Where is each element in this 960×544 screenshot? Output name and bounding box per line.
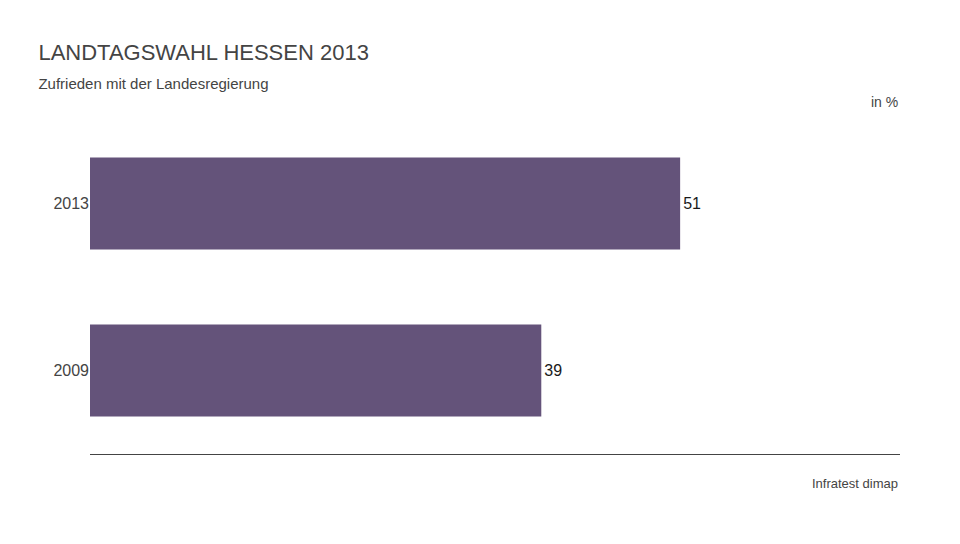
svg-text:Infratest dimap: Infratest dimap <box>812 476 898 491</box>
svg-text:LANDTAGSWAHL HESSEN 2013: LANDTAGSWAHL HESSEN 2013 <box>38 40 369 65</box>
svg-text:51: 51 <box>683 195 701 212</box>
svg-text:Zufrieden mit der Landesregier: Zufrieden mit der Landesregierung <box>38 75 268 92</box>
svg-text:in %: in % <box>871 94 898 110</box>
svg-text:2013: 2013 <box>53 195 89 212</box>
svg-text:2009: 2009 <box>53 362 89 379</box>
svg-text:39: 39 <box>544 362 562 379</box>
